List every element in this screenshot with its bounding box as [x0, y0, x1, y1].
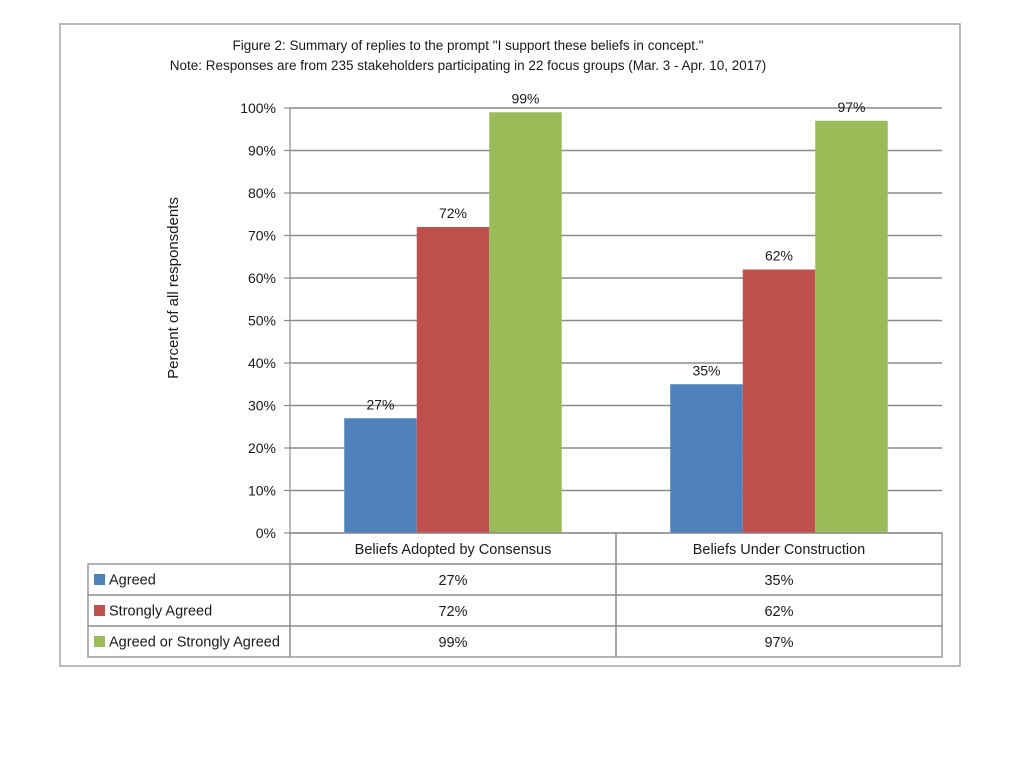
bar-value-label: 62% — [765, 248, 793, 264]
legend-label: Agreed or Strongly Agreed — [109, 635, 280, 651]
bar-value-label: 72% — [439, 205, 467, 221]
y-tick-label: 0% — [256, 525, 276, 541]
bar — [742, 269, 816, 533]
bars — [344, 112, 888, 533]
y-tick-label: 80% — [248, 185, 276, 201]
y-tick-label: 70% — [248, 228, 276, 244]
chart-subtitle: Note: Responses are from 235 stakeholder… — [170, 58, 767, 73]
legend-swatch — [94, 636, 105, 647]
table-cell-value: 99% — [438, 635, 467, 651]
chart-title: Figure 2: Summary of replies to the prom… — [232, 38, 703, 53]
bar-value-label: 97% — [837, 99, 865, 115]
table-cell — [615, 625, 943, 658]
bar-value-label: 99% — [511, 90, 539, 106]
table-header-label: Beliefs Under Construction — [693, 542, 865, 558]
legend-swatch — [94, 574, 105, 585]
table-cell-value: 97% — [764, 635, 793, 651]
y-tick-labels: 0% 10% 20% 30% 40% 50% 60% 70% 80% 90% 100% — [240, 100, 276, 541]
y-tick-label: 100% — [240, 100, 276, 116]
y-tick-label: 30% — [248, 398, 276, 414]
bar-value-label: 27% — [366, 396, 394, 412]
bar — [670, 384, 743, 533]
legend-label: Strongly Agreed — [109, 604, 212, 620]
table-header-label: Beliefs Adopted by Consensus — [355, 542, 552, 558]
y-tick-label: 60% — [248, 270, 276, 286]
table-cell-value: 35% — [764, 573, 793, 589]
y-tick-label: 20% — [248, 440, 276, 456]
bar — [344, 418, 417, 533]
bar — [489, 112, 562, 533]
data-table: Beliefs Adopted by Consensus Beliefs Unde… — [87, 532, 943, 658]
y-axis-label: Percent of all responsdents — [165, 197, 182, 379]
bar — [815, 120, 888, 533]
y-tick-label: 40% — [248, 355, 276, 371]
y-tick-label: 10% — [248, 483, 276, 499]
table-cell-value: 27% — [438, 573, 467, 589]
legend-swatch — [94, 605, 105, 616]
value-labels: 27% 72% 99% 35% 62% 97% — [366, 90, 865, 412]
y-tick-label: 50% — [248, 313, 276, 329]
y-tick-label: 90% — [248, 143, 276, 159]
table-cell-value: 72% — [438, 604, 467, 620]
table-cell-value: 62% — [764, 604, 793, 620]
bar — [416, 227, 490, 533]
bar-value-label: 35% — [692, 362, 720, 378]
legend-label: Agreed — [109, 573, 156, 589]
